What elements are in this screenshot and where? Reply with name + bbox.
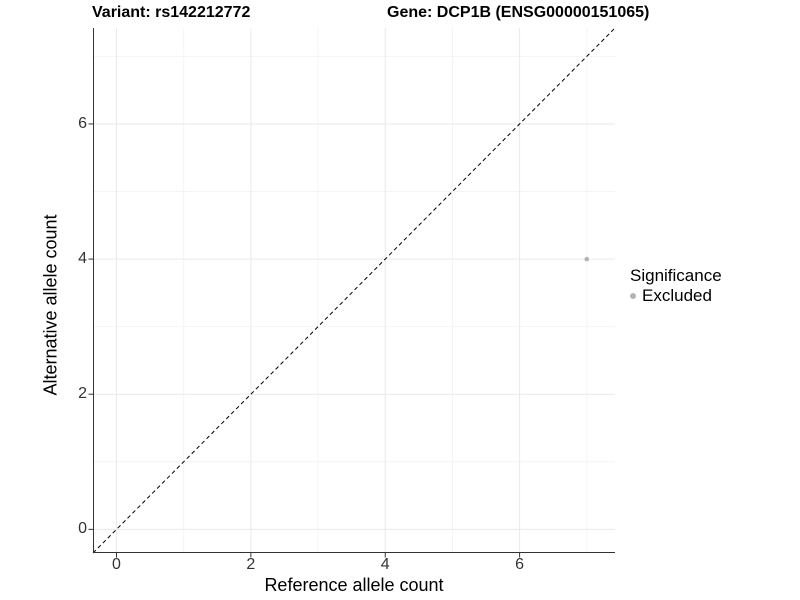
legend-item-label: Excluded bbox=[642, 286, 712, 305]
x-tick-label: 6 bbox=[515, 556, 525, 573]
x-tick-label: 2 bbox=[246, 556, 256, 573]
y-tick-label: 6 bbox=[78, 114, 87, 132]
legend-title: Significance bbox=[630, 266, 722, 285]
plot-panel bbox=[88, 27, 616, 558]
y-tick-label: 2 bbox=[78, 385, 87, 403]
identity-reference-line bbox=[92, 27, 616, 554]
plot-title-gene: Gene: DCP1B (ENSG00000151065) bbox=[387, 4, 650, 21]
excluded-point-icon bbox=[630, 293, 636, 299]
x-tick-label: 0 bbox=[112, 556, 121, 573]
x-axis-title: Reference allele count bbox=[264, 575, 444, 595]
legend: Significance Excluded bbox=[630, 266, 722, 306]
y-tick-label: 4 bbox=[78, 250, 87, 268]
scatter-plot-canvas bbox=[88, 27, 616, 558]
legend-item-excluded: Excluded bbox=[630, 286, 722, 306]
plot-title-variant: Variant: rs142212772 bbox=[92, 4, 251, 21]
y-axis-title: Alternative allele count bbox=[40, 214, 61, 396]
y-tick-label: 0 bbox=[78, 520, 87, 538]
x-tick-label: 4 bbox=[380, 556, 390, 573]
data-point-excluded bbox=[584, 256, 590, 262]
